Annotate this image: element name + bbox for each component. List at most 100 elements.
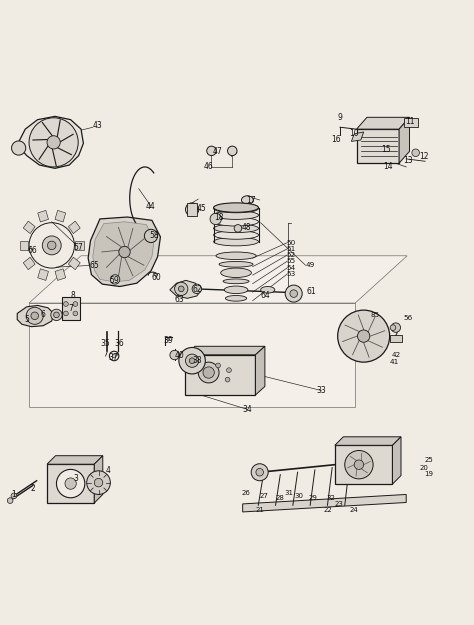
Text: 62: 62 xyxy=(192,286,201,294)
Text: 52: 52 xyxy=(287,252,296,258)
Text: 20: 20 xyxy=(419,464,428,471)
Circle shape xyxy=(234,224,242,232)
Text: 26: 26 xyxy=(241,490,250,496)
Circle shape xyxy=(285,285,302,302)
Polygon shape xyxy=(185,346,265,355)
Circle shape xyxy=(112,354,116,358)
Polygon shape xyxy=(17,306,54,327)
Ellipse shape xyxy=(214,211,258,219)
Polygon shape xyxy=(29,256,407,303)
Polygon shape xyxy=(68,221,80,234)
Circle shape xyxy=(94,478,103,487)
Polygon shape xyxy=(19,241,28,249)
Circle shape xyxy=(54,312,59,318)
Circle shape xyxy=(227,368,231,372)
Text: 53: 53 xyxy=(287,271,296,277)
Polygon shape xyxy=(88,217,160,286)
Ellipse shape xyxy=(241,196,253,204)
Circle shape xyxy=(42,236,61,255)
Text: 63: 63 xyxy=(174,295,184,304)
Text: 56: 56 xyxy=(403,315,413,321)
Bar xyxy=(390,335,401,342)
Circle shape xyxy=(47,136,60,149)
Text: 5: 5 xyxy=(24,315,29,324)
Text: 85: 85 xyxy=(370,312,380,318)
Text: 28: 28 xyxy=(275,495,284,501)
Circle shape xyxy=(179,348,205,374)
Circle shape xyxy=(203,367,214,378)
Polygon shape xyxy=(335,437,401,445)
Circle shape xyxy=(207,146,216,156)
Ellipse shape xyxy=(216,252,256,259)
Text: 14: 14 xyxy=(383,162,393,171)
Circle shape xyxy=(192,284,201,294)
Polygon shape xyxy=(17,116,83,168)
Polygon shape xyxy=(255,346,265,395)
Circle shape xyxy=(185,354,199,367)
Polygon shape xyxy=(38,269,48,281)
Circle shape xyxy=(178,286,184,292)
Circle shape xyxy=(189,358,195,364)
Circle shape xyxy=(210,213,221,224)
Circle shape xyxy=(87,471,110,494)
Polygon shape xyxy=(38,211,48,222)
Circle shape xyxy=(354,460,364,469)
Circle shape xyxy=(357,330,370,342)
Circle shape xyxy=(47,241,56,249)
Polygon shape xyxy=(170,281,201,298)
Circle shape xyxy=(73,311,78,316)
Text: 31: 31 xyxy=(284,490,293,496)
Polygon shape xyxy=(29,303,355,407)
Polygon shape xyxy=(23,221,35,234)
Circle shape xyxy=(290,290,298,298)
Text: 40: 40 xyxy=(174,351,184,361)
Ellipse shape xyxy=(214,204,258,212)
Ellipse shape xyxy=(214,224,258,232)
Text: 39: 39 xyxy=(164,336,173,346)
Text: 10: 10 xyxy=(349,129,359,138)
Text: 34: 34 xyxy=(243,405,252,414)
Polygon shape xyxy=(93,222,155,282)
Circle shape xyxy=(110,275,120,284)
Polygon shape xyxy=(356,118,410,129)
Circle shape xyxy=(31,312,38,319)
Text: 51: 51 xyxy=(287,246,296,252)
Text: 22: 22 xyxy=(323,507,332,513)
Text: 46: 46 xyxy=(204,162,213,171)
Circle shape xyxy=(26,308,43,324)
Text: 58: 58 xyxy=(149,231,159,241)
Polygon shape xyxy=(47,456,103,464)
Text: 30: 30 xyxy=(295,493,304,499)
Circle shape xyxy=(412,149,419,156)
Text: 25: 25 xyxy=(424,457,433,463)
Text: 59: 59 xyxy=(109,276,119,285)
Text: 45: 45 xyxy=(197,204,207,213)
Polygon shape xyxy=(75,241,84,249)
Circle shape xyxy=(51,309,62,321)
Text: 64: 64 xyxy=(261,291,270,301)
Circle shape xyxy=(7,498,13,503)
Text: 66: 66 xyxy=(28,246,38,254)
Text: 24: 24 xyxy=(350,507,359,513)
Text: 8: 8 xyxy=(70,291,75,301)
Polygon shape xyxy=(55,269,66,281)
Text: 47: 47 xyxy=(212,148,222,156)
Circle shape xyxy=(170,350,179,360)
Circle shape xyxy=(119,246,130,258)
Text: 54: 54 xyxy=(287,264,296,271)
Circle shape xyxy=(256,469,264,476)
Polygon shape xyxy=(47,464,94,503)
Text: 60: 60 xyxy=(152,272,162,281)
Text: 12: 12 xyxy=(419,152,428,161)
Text: 37: 37 xyxy=(108,353,118,362)
Text: 42: 42 xyxy=(392,352,401,358)
Polygon shape xyxy=(68,258,80,269)
Text: 44: 44 xyxy=(146,202,156,211)
Ellipse shape xyxy=(224,286,248,294)
Circle shape xyxy=(145,229,157,242)
Circle shape xyxy=(73,302,78,306)
Circle shape xyxy=(216,363,220,368)
Circle shape xyxy=(251,464,268,481)
Polygon shape xyxy=(55,211,66,222)
Text: 21: 21 xyxy=(255,507,264,513)
